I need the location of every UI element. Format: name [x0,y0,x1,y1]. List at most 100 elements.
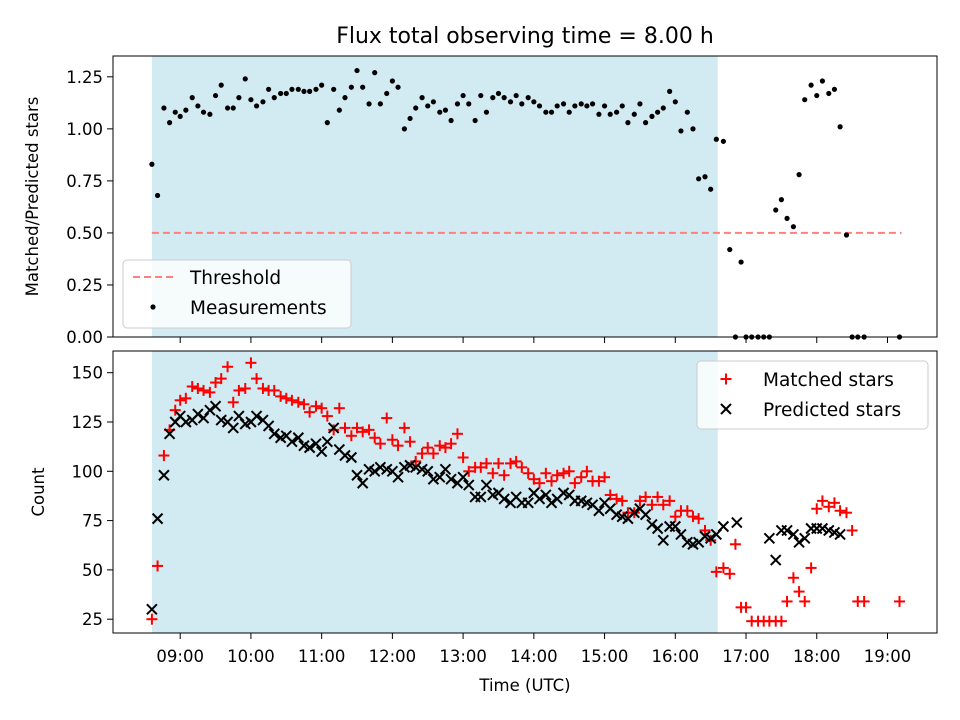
predicted-star-point [770,554,782,566]
cross-stroke-b [457,471,469,483]
matched-star-point [646,499,658,511]
cross-stroke-b [392,471,404,483]
matched-star-point [593,475,605,487]
matched-star-point [611,493,623,505]
measurement-point [161,105,167,111]
bottom-plot-frame [112,350,938,634]
cross-stroke-b [720,403,732,415]
measurement-point [307,88,313,94]
predicted-star-point [628,506,640,519]
chart-title: Flux total observing time = 8.00 h [336,24,714,49]
measurement-point [720,138,726,144]
cross-stroke-b [463,479,475,491]
top-y-tick-label: 0.25 [66,276,103,295]
matched-star-point [192,382,204,394]
measurement-point [154,192,161,199]
predicted-star-point [303,441,316,454]
matched-star-point [245,357,257,369]
cross-stroke-b [581,497,593,509]
cross-stroke-b [345,451,358,464]
matched-star-point [186,380,198,392]
cross-stroke-b [510,491,522,503]
cross-stroke-b [250,410,263,422]
matched-star-point [275,390,287,402]
measurement-point [625,120,631,126]
matched-star-point [257,382,269,394]
measurement-point [548,109,555,115]
legend-threshold-label: Threshold [189,268,281,289]
x-tick-label: 14:00 [510,647,558,666]
matched-star-point [604,489,616,501]
matched-star-point [233,384,245,396]
bottom-panel: 25 50 75 100 125 150 09:00 10:00 11:00 12:00 13:0… [29,350,938,695]
bottom-y-axis: 25 50 75 100 125 150 [72,364,113,629]
predicted-star-point [540,489,552,501]
cross-stroke-b [639,508,652,521]
measurement-point [172,109,178,115]
measurement-point [790,224,797,230]
predicted-star-point [422,465,434,478]
measurement-point [802,97,808,103]
predicted-star-point [533,493,546,505]
predicted-star-point [292,432,305,444]
predicted-star-point [356,477,369,489]
top-y-tick-label: 0.75 [66,172,103,191]
matched-star-point [427,448,439,460]
bottom-legend: Matched stars Predicted stars [696,360,929,430]
matched-star-point [528,473,540,485]
cross-stroke-b [416,463,428,476]
cross-stroke-b [233,410,245,422]
bottom-observing-span [151,351,718,633]
measurement-point [536,103,543,109]
cross-stroke-b [616,510,628,523]
predicted-star-point [250,410,263,422]
cross-stroke-b [781,524,793,537]
measurement-point [289,86,295,92]
measurement-point [377,101,383,107]
predicted-star-point [475,491,487,503]
matched-star-point [357,426,369,438]
bottom-y-axis-label: Count [29,467,48,517]
top-legend: Threshold Measurements [122,259,352,329]
cross-stroke-b [434,471,446,483]
measurement-point [631,111,637,117]
measurement-point [166,120,173,126]
predicted-star-point [368,465,381,478]
matched-star-point [894,595,906,607]
matched-star-point [198,384,210,396]
measurement-point [808,82,814,88]
matched-star-point [416,448,428,460]
predicted-star-point [445,473,457,485]
predicted-stars-points [146,400,846,616]
predicted-star-point [163,428,176,440]
legend-measurements-label: Measurements [190,298,327,319]
matched-star-point [828,497,840,509]
measurement-point [301,88,307,94]
x-tick-label: 13:00 [439,647,487,666]
matched-star-point [169,404,181,416]
matched-star-point [522,467,534,479]
cross-stroke-b [675,528,687,541]
matched-star-point [505,457,517,469]
predicted-star-point [268,428,280,440]
predicted-star-point [816,522,829,535]
measurement-point [212,92,219,99]
predicted-star-point [351,469,363,481]
bottom-y-tick-label: 125 [72,413,104,432]
matched-star-point [664,495,676,507]
predicted-star-point [717,520,730,533]
matched-stars-points [146,357,906,627]
matched-star-point [451,428,463,440]
measurement-point [248,97,254,103]
cross-stroke-b [298,439,310,452]
measurement-point [366,101,372,107]
measurement-point [495,90,502,97]
cross-stroke-b [197,412,210,424]
predicted-star-point [457,471,469,483]
top-y-tick-label: 1.00 [66,120,103,139]
matched-star-point [581,465,593,477]
matched-star-point [775,615,787,627]
matched-star-point [724,568,736,580]
cross-stroke-b [315,445,328,458]
matched-star-point [339,422,351,434]
